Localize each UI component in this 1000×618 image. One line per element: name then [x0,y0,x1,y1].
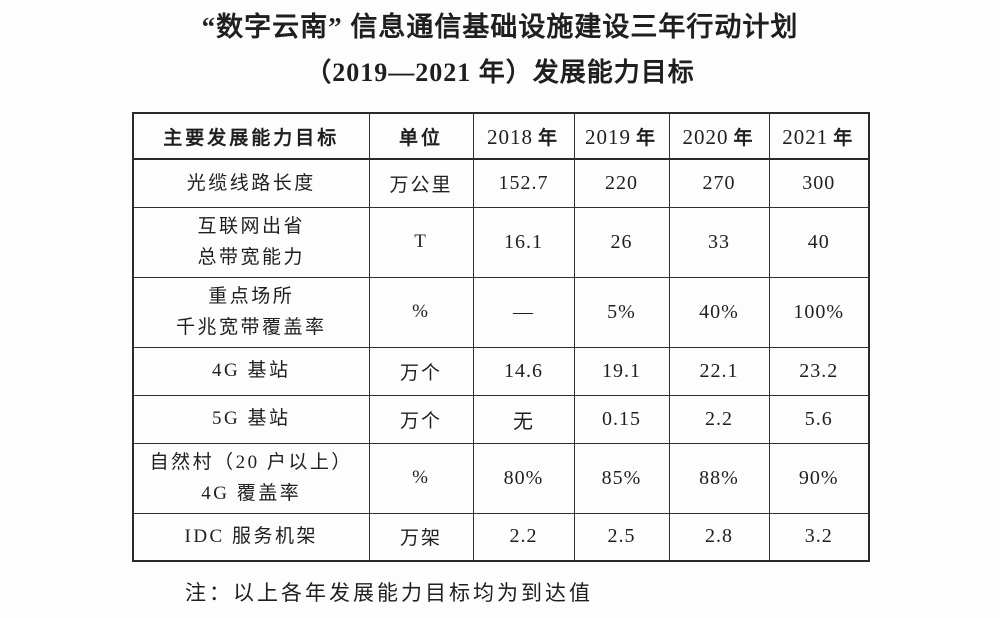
value-cell: 19.1 [573,346,670,396]
value-cell: 33 [668,206,770,278]
value-cell: 23.2 [768,346,870,396]
table-row: 互联网出省总带宽能力 T 16.1 26 33 40 [132,206,870,278]
value-cell: 90% [768,442,870,514]
value-cell: 152.7 [472,158,575,208]
table-row: 4G 基站 万个 14.6 19.1 22.1 23.2 [132,346,870,396]
footnote: 注：以上各年发展能力目标均为到达值 [185,581,593,605]
value-cell: 40 [768,206,870,278]
table-row: 光缆线路长度 万公里 152.7 220 270 300 [132,158,870,208]
table-row: IDC 服务机架 万架 2.2 2.5 2.8 3.2 [132,512,870,562]
value-cell: 3.2 [768,512,870,562]
year-number: 2018 [486,124,533,149]
indicator-cell: 4G 基站 [132,346,370,396]
indicator-line: 自然村（20 户以上） [149,451,353,473]
indicator-line: 千兆宽带覆盖率 [175,317,327,338]
table-row: 5G 基站 万个 无 0.15 2.2 5.6 [132,394,870,444]
indicator-cell: IDC 服务机架 [132,512,370,562]
unit-cell: % [368,276,474,348]
value-cell: 40% [668,276,770,348]
indicator-line: 重点场所 [208,285,295,307]
header-unit: 单位 [368,112,474,160]
header-year-2021: 2021 年 [768,112,870,160]
value-cell: 2.5 [573,512,670,562]
value-cell: 16.1 [472,206,575,278]
indicator-cell: 互联网出省总带宽能力 [132,206,370,278]
value-cell: 2.8 [668,512,770,562]
year-number: 2021 [782,124,829,149]
value-cell: 80% [472,442,575,514]
value-cell: 220 [573,158,670,208]
value-cell: 5% [573,276,670,348]
value-cell: — [472,276,575,348]
value-cell: 22.1 [668,346,770,396]
value-cell: 88% [668,442,770,514]
value-cell: 14.6 [472,346,575,396]
value-cell: 85% [573,442,670,514]
table-header-row: 主要发展能力目标 单位 2018 年 2019 年 2020 年 2021 年 [132,112,870,160]
indicator-cell: 光缆线路长度 [132,158,370,208]
indicator-line: 5G 基站 [212,408,291,430]
indicator-line: 总带宽能力 [197,247,305,268]
value-cell: 无 [472,394,575,444]
development-targets-table: 主要发展能力目标 单位 2018 年 2019 年 2020 年 2021 年 光缆线路… [132,112,870,562]
indicator-cell: 5G 基站 [132,394,370,444]
header-year-2018: 2018 年 [472,112,575,160]
indicator-line: 4G 基站 [212,360,291,382]
unit-cell: 万架 [368,512,474,562]
year-suffix: 年 [635,127,658,149]
header-year-2019: 2019 年 [573,112,670,160]
year-suffix: 年 [733,127,756,149]
year-suffix: 年 [537,127,560,149]
unit-cell: 万公里 [368,158,474,208]
table-row: 自然村（20 户以上） 4G 覆盖率 % 80% 85% 88% 90% [132,442,870,514]
value-cell: 26 [573,206,670,278]
table-row: 重点场所千兆宽带覆盖率 % — 5% 40% 100% [132,276,870,348]
indicator-cell: 重点场所千兆宽带覆盖率 [132,276,370,348]
indicator-cell: 自然村（20 户以上） 4G 覆盖率 [132,442,370,514]
unit-cell: 万个 [368,346,474,396]
value-cell: 300 [768,158,870,208]
page-title-line2: （2019—2021 年）发展能力目标 [305,58,695,87]
value-cell: 5.6 [768,394,870,444]
value-cell: 0.15 [573,394,670,444]
year-suffix: 年 [833,127,856,149]
unit-cell: % [368,442,474,514]
year-number: 2020 [682,124,729,149]
page-title-line1: “数字云南” 信息通信基础设施建设三年行动计划 [201,12,799,42]
value-cell: 2.2 [668,394,770,444]
header-year-2020: 2020 年 [668,112,770,160]
unit-cell: T [368,206,474,278]
header-indicator: 主要发展能力目标 [132,112,370,160]
value-cell: 100% [768,276,870,348]
year-number: 2019 [584,124,631,149]
indicator-line: 互联网出省 [197,215,305,237]
indicator-line: 4G 覆盖率 [201,483,302,504]
value-cell: 270 [668,158,770,208]
indicator-line: 光缆线路长度 [186,172,316,194]
indicator-line: IDC 服务机架 [184,526,318,548]
unit-cell: 万个 [368,394,474,444]
value-cell: 2.2 [472,512,575,562]
